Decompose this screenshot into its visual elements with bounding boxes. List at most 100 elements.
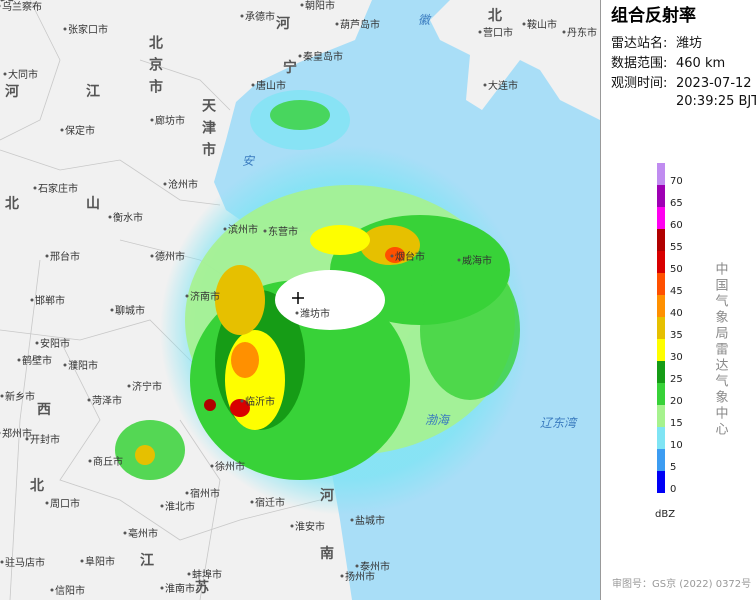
city-dot [250, 500, 254, 504]
station: 潍坊 [676, 36, 702, 51]
city-dot [522, 22, 526, 26]
city-label: 徐州市 [215, 460, 245, 473]
city-dot [63, 27, 67, 31]
region-label: 宁 [283, 59, 297, 76]
radar-echo [115, 90, 530, 515]
city-label: 盐城市 [355, 514, 385, 527]
city-dot [298, 54, 302, 58]
org: 中国气象局雷达气象中心 [713, 262, 729, 438]
city-label: 阜阳市 [85, 555, 115, 568]
legend-swatch [657, 449, 665, 471]
legend-swatch [657, 361, 665, 383]
city-label: 潍坊市 [300, 307, 330, 320]
city-dot [87, 398, 91, 402]
city-dot [0, 4, 1, 8]
region-label: 北 [5, 196, 19, 212]
region-label: 黄 [0, 0, 14, 4]
city-label: 扬州市 [345, 570, 375, 583]
legend-swatch [657, 207, 665, 229]
city-label: 朝阳市 [305, 0, 335, 12]
echo [310, 225, 370, 255]
region-label: 海 [0, 0, 14, 4]
city-label: 乌兰察布 [2, 0, 42, 13]
city-label: 滨州市 [228, 223, 258, 236]
city-label: 菏泽市 [92, 394, 122, 407]
city-label: 开封市 [30, 433, 60, 446]
city-dot [63, 363, 67, 367]
city-dot [240, 399, 244, 403]
sea-label: 安 [242, 154, 256, 168]
city-dot [123, 531, 127, 535]
legend-swatch [657, 229, 665, 251]
city-dot [562, 30, 566, 34]
city-label: 亳州市 [128, 527, 158, 540]
sea-label: 辽东湾 [540, 416, 578, 430]
time: 20:39:25 BJT [676, 94, 756, 109]
approval: 审图号：GS京 (2022) 0372号 [612, 577, 751, 590]
city-dot [25, 437, 29, 441]
city-dot [163, 182, 167, 186]
echo [204, 399, 216, 411]
city-dot [210, 464, 214, 468]
legend-tick: 30 [670, 352, 683, 363]
city-label: 济南市 [190, 290, 220, 303]
city-label: 安阳市 [40, 337, 70, 350]
echo [231, 342, 259, 378]
city-dot [457, 258, 461, 262]
city-dot [110, 308, 114, 312]
city-dot [3, 72, 7, 76]
region-label: 江 [86, 83, 100, 100]
echo [420, 260, 520, 400]
region-label: 河 [5, 83, 19, 100]
echo [230, 399, 250, 417]
city-dot [185, 294, 189, 298]
city-dot [127, 384, 131, 388]
sea-label: 渤海 [425, 413, 451, 427]
city-dot [0, 394, 4, 398]
city-dot [483, 83, 487, 87]
city-dot [355, 564, 359, 568]
region-label: 南 [320, 545, 334, 562]
city-label: 鞍山市 [527, 18, 557, 31]
city-dot [187, 572, 191, 576]
legend-tick: 55 [670, 242, 683, 253]
city-label: 鹤壁市 [22, 354, 52, 367]
city-label: 信阳市 [55, 584, 85, 597]
city-label: 邢台市 [50, 250, 80, 263]
region-label: 河 [276, 15, 290, 32]
legend-tick: 60 [670, 220, 683, 231]
city-label: 宿州市 [190, 487, 220, 500]
range: 460 km [676, 56, 725, 71]
city-label: 临沂市 [245, 395, 275, 408]
legend-swatch [657, 383, 665, 405]
city-dot [88, 459, 92, 463]
city-dot [60, 128, 64, 132]
city-dot [80, 559, 84, 563]
city-dot [478, 30, 482, 34]
city-dot [30, 298, 34, 302]
legend-tick: 70 [670, 176, 683, 187]
city-dot [17, 358, 21, 362]
legend-swatch [657, 251, 665, 273]
city-dot [263, 229, 267, 233]
legend-swatch [657, 405, 665, 427]
city-label: 烟台市 [395, 250, 425, 263]
city-label: 承德市 [245, 10, 275, 23]
legend-unit: dBZ [655, 509, 675, 520]
city-label: 大同市 [8, 68, 38, 81]
info-panel [601, 0, 756, 600]
city-dot [150, 118, 154, 122]
city-dot [350, 518, 354, 522]
city-label: 衡水市 [113, 211, 143, 224]
city-label: 石家庄市 [38, 182, 78, 195]
sea-label: 徽 [418, 13, 432, 27]
city-label: 驻马店市 [5, 556, 45, 569]
echo [135, 445, 155, 465]
city-dot [108, 215, 112, 219]
legend-swatch [657, 163, 665, 185]
city-dot [35, 341, 39, 345]
city-label: 丹东市 [567, 26, 597, 39]
region-label: 山 [86, 196, 100, 212]
radar-site [292, 292, 304, 304]
